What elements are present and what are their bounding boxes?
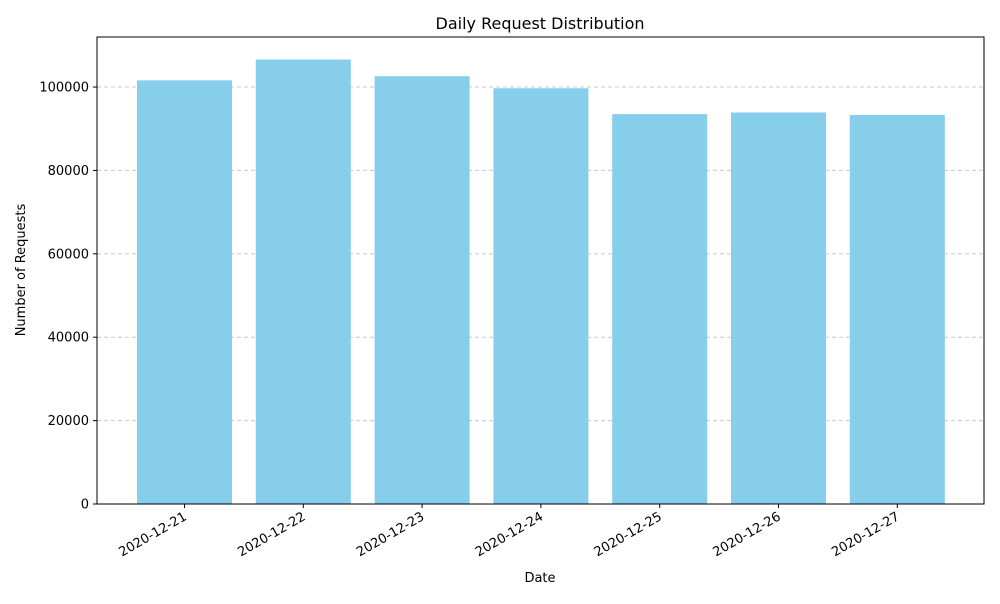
y-tick-label: 0	[81, 498, 89, 513]
y-tick-label: 80000	[48, 164, 89, 179]
bars	[137, 59, 945, 505]
bar-2020-12-21	[137, 80, 232, 504]
y-axis-label: Number of Requests	[14, 203, 29, 336]
chart-title: Daily Request Distribution	[436, 14, 645, 33]
x-axis-label: Date	[524, 571, 555, 586]
y-tick-label: 60000	[48, 247, 89, 262]
bar-2020-12-27	[849, 114, 945, 504]
bar-2020-12-25	[612, 114, 708, 504]
y-axis-ticks: 0 20000 40000 60000 80000 100000	[39, 81, 97, 513]
bar-2020-12-22	[255, 59, 351, 504]
y-tick-label: 100000	[39, 81, 89, 96]
y-tick-label: 20000	[48, 414, 89, 429]
bar-2020-12-24	[493, 88, 589, 504]
bar-2020-12-23	[374, 76, 470, 504]
y-tick-label: 40000	[48, 331, 89, 346]
bar-2020-12-26	[731, 112, 826, 505]
